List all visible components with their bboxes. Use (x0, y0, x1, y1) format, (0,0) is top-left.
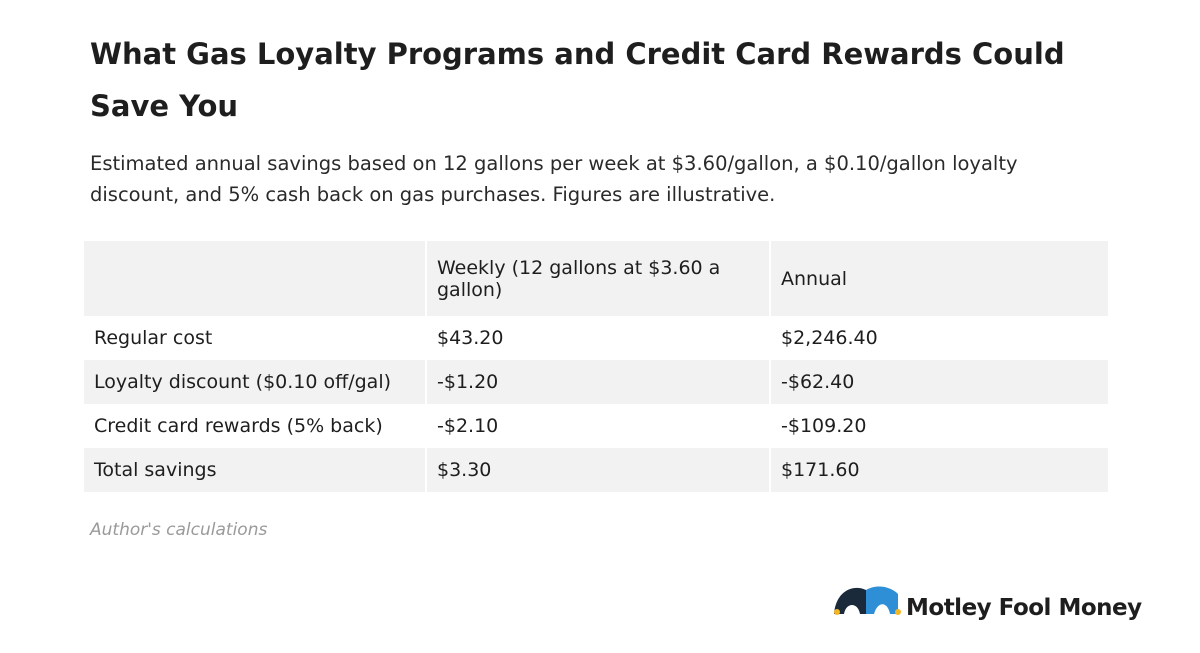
table-cell: $2,246.40 (781, 327, 878, 349)
logo-dot (834, 609, 840, 615)
table-cell: $43.20 (437, 327, 504, 349)
row-label: Credit card rewards (5% back) (94, 415, 383, 437)
row-label: Loyalty discount ($0.10 off/gal) (84, 360, 425, 404)
row-label: Total savings (84, 448, 425, 492)
source-note: Author's calculations (90, 520, 268, 540)
header-row: Weekly (12 gallons at $3.60 a gallon) An… (84, 241, 1108, 316)
row-label: Regular cost (94, 327, 213, 349)
table: Weekly (12 gallons at $3.60 a gallon) An… (82, 241, 1110, 492)
logo-arch (834, 587, 866, 614)
logo-arch-blue (866, 586, 898, 614)
header-cell: Annual (771, 241, 1108, 316)
table-body: Regular cost $43.20 $2,246.40 Loyalty disco… (84, 316, 1108, 492)
logo-dot (895, 609, 901, 615)
table-row: Total savings $3.30 $171.60 (84, 448, 1108, 492)
table-cell: -$1.20 (427, 360, 769, 404)
title: What Gas Loyalty Programs and Credit Car… (90, 37, 1065, 123)
table-cell: -$62.40 (771, 360, 1108, 404)
table-row: Credit card rewards (5% back) -$2.10 -$109… (84, 404, 1108, 448)
header-cell: Weekly (12 gallons at $3.60 a gallon) (427, 241, 769, 316)
logo-text: Motley Fool Money (906, 595, 1142, 621)
table-cell: $171.60 (771, 448, 1108, 492)
table-cell: $3.30 (427, 448, 769, 492)
logo: Motley Fool Money (834, 586, 1143, 621)
table-cell: -$109.20 (781, 415, 867, 437)
header-cell (84, 241, 425, 316)
table-cell: -$2.10 (437, 415, 499, 437)
subtitle: Estimated annual savings based on 12 gal… (90, 152, 1018, 206)
table-row: Regular cost $43.20 $2,246.40 (84, 316, 1108, 360)
table-row: Loyalty discount ($0.10 off/gal) -$1.20 -$… (84, 360, 1108, 404)
